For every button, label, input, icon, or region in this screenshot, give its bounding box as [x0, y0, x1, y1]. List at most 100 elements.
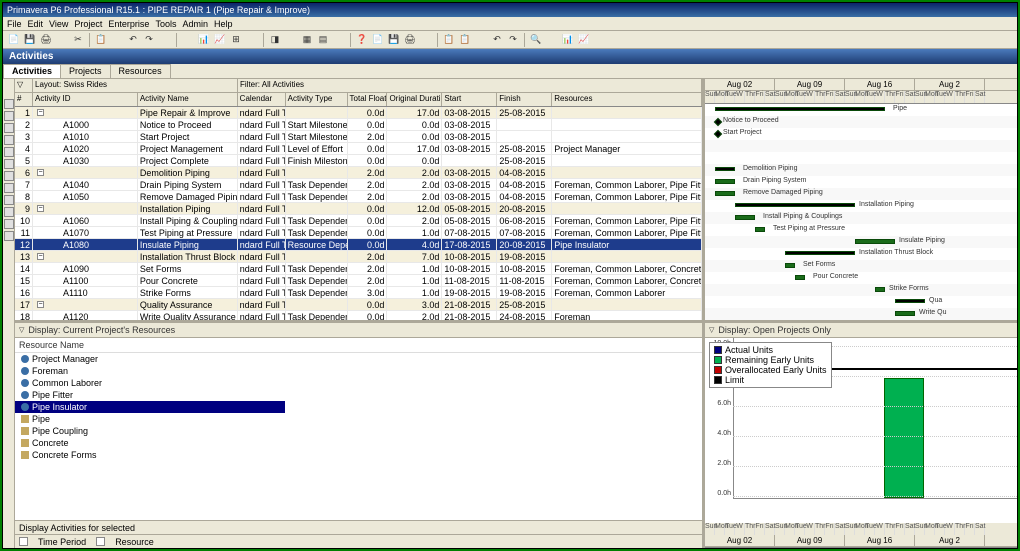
left-btn-8[interactable]	[4, 195, 14, 205]
menu-file[interactable]: File	[7, 19, 22, 29]
left-btn-7[interactable]	[4, 183, 14, 193]
tab-activities[interactable]: Activities	[3, 64, 61, 78]
gantt-bar[interactable]	[875, 287, 885, 292]
gantt-bar[interactable]	[715, 179, 735, 184]
gantt-bar[interactable]	[715, 167, 735, 171]
tab-resources[interactable]: Resources	[110, 64, 171, 78]
chart-toggle[interactable]: ▽	[709, 326, 714, 334]
left-btn-1[interactable]	[4, 111, 14, 121]
toolbar-btn-24[interactable]: ❓	[355, 33, 369, 47]
col-header-dur[interactable]: Original Duration	[387, 93, 442, 106]
activity-row[interactable]: 3A1010Start Projectndard Full TimeStart …	[15, 131, 702, 143]
activity-row[interactable]: 8A1050Remove Damaged Pipingndard Full Ti…	[15, 191, 702, 203]
toolbar-btn-26[interactable]: 💾	[387, 33, 401, 47]
activity-row[interactable]: 7A1040Drain Piping Systemndard Full Time…	[15, 179, 702, 191]
expand-icon[interactable]: −	[37, 301, 44, 308]
toolbar-btn-10[interactable]	[158, 33, 172, 47]
toolbar-btn-20[interactable]: ▦	[300, 33, 314, 47]
toolbar-btn-39[interactable]: 📈	[577, 33, 591, 47]
toolbar-btn-30[interactable]: 📋	[442, 33, 456, 47]
activity-row[interactable]: 18A1120Write Quality Assurance Reportnda…	[15, 311, 702, 320]
toolbar-btn-3[interactable]	[55, 33, 69, 47]
toolbar-btn-12[interactable]	[181, 33, 195, 47]
left-btn-4[interactable]	[4, 147, 14, 157]
activity-row[interactable]: 15A1100Pour Concretendard Full TimeTask …	[15, 275, 702, 287]
activity-row[interactable]: 2A1000Notice to Proceedndard Full TimeSt…	[15, 119, 702, 131]
gantt-bar[interactable]	[895, 311, 915, 316]
gantt-bar[interactable]	[715, 107, 885, 111]
toolbar-btn-33[interactable]: ↶	[490, 33, 504, 47]
menu-view[interactable]: View	[49, 19, 68, 29]
activity-row[interactable]: 17−Quality Assurancendard Full Time0.0d3…	[15, 299, 702, 311]
left-btn-0[interactable]	[4, 99, 14, 109]
gantt-bar[interactable]	[715, 191, 735, 196]
resource-item[interactable]: Common Laborer	[15, 377, 702, 389]
toolbar-btn-6[interactable]: 📋	[94, 33, 108, 47]
gantt-bar[interactable]	[735, 203, 855, 207]
resource-item[interactable]: Pipe Fitter	[15, 389, 702, 401]
left-btn-6[interactable]	[4, 171, 14, 181]
expand-icon[interactable]: −	[37, 205, 44, 212]
gantt-bar[interactable]	[795, 275, 805, 280]
gantt-bar[interactable]	[755, 227, 765, 232]
expand-icon[interactable]: −	[37, 169, 44, 176]
gantt-bar[interactable]	[855, 239, 895, 244]
toolbar-btn-15[interactable]: ⊞	[229, 33, 243, 47]
menu-edit[interactable]: Edit	[28, 19, 44, 29]
resource-item[interactable]: Concrete Forms	[15, 449, 702, 461]
toolbar-btn-0[interactable]: 📄	[7, 33, 21, 47]
toolbar-btn-32[interactable]	[474, 33, 488, 47]
toolbar-btn-34[interactable]: ↷	[506, 33, 520, 47]
activity-row[interactable]: 10A1060Install Piping & Couplingsndard F…	[15, 215, 702, 227]
activity-row[interactable]: 13−Installation Thrust Blockndard Full T…	[15, 251, 702, 263]
toolbar-btn-13[interactable]: 📊	[197, 33, 211, 47]
col-header-type[interactable]: Activity Type	[286, 93, 348, 106]
gantt-bar[interactable]	[714, 118, 722, 126]
resource-item[interactable]: Pipe Coupling	[15, 425, 702, 437]
toolbar-btn-38[interactable]: 📊	[561, 33, 575, 47]
tab-projects[interactable]: Projects	[60, 64, 111, 78]
activity-row[interactable]: 1−Pipe Repair & Improvendard Full Time0.…	[15, 107, 702, 119]
resource-item[interactable]: Foreman	[15, 365, 702, 377]
gantt-bar[interactable]	[895, 299, 925, 303]
toolbar-btn-31[interactable]: 📋	[458, 33, 472, 47]
toolbar-btn-1[interactable]: 💾	[23, 33, 37, 47]
time-period-checkbox[interactable]	[19, 537, 28, 546]
activity-row[interactable]: 12A1080Insulate Pipingndard Full TimeRes…	[15, 239, 702, 251]
activity-row[interactable]: 9−Installation Pipingndard Full Time0.0d…	[15, 203, 702, 215]
toolbar-btn-37[interactable]	[545, 33, 559, 47]
menu-project[interactable]: Project	[74, 19, 102, 29]
left-btn-5[interactable]	[4, 159, 14, 169]
toolbar-btn-22[interactable]	[332, 33, 346, 47]
left-btn-9[interactable]	[4, 207, 14, 217]
toolbar-btn-14[interactable]: 📈	[213, 33, 227, 47]
toolbar-btn-8[interactable]: ↶	[126, 33, 140, 47]
toolbar-btn-18[interactable]: ◨	[268, 33, 282, 47]
gantt-bar[interactable]	[785, 251, 855, 255]
panel-toggle[interactable]: ▽	[19, 326, 24, 334]
toolbar-btn-21[interactable]: ▤	[316, 33, 330, 47]
col-header-name[interactable]: Activity Name	[138, 93, 238, 106]
toolbar-btn-25[interactable]: 📄	[371, 33, 385, 47]
resource-item[interactable]: Concrete	[15, 437, 702, 449]
menu-help[interactable]: Help	[214, 19, 233, 29]
toolbar-btn-7[interactable]	[110, 33, 124, 47]
activity-row[interactable]: 4A1020Project Managementndard Full TimeL…	[15, 143, 702, 155]
toolbar-btn-2[interactable]: 🖨	[39, 33, 53, 47]
resource-item[interactable]: Pipe	[15, 413, 702, 425]
expand-icon[interactable]: −	[37, 109, 44, 116]
activity-row[interactable]: 5A1030Project Completendard Full TimeFin…	[15, 155, 702, 167]
toolbar-btn-36[interactable]: 🔍	[529, 33, 543, 47]
toolbar-btn-27[interactable]: 🖨	[403, 33, 417, 47]
col-header-cal[interactable]: Calendar	[238, 93, 286, 106]
gantt-bar[interactable]	[714, 130, 722, 138]
menu-admin[interactable]: Admin	[182, 19, 208, 29]
activity-row[interactable]: 16A1110Strike Formsndard Full TimeTask D…	[15, 287, 702, 299]
left-btn-10[interactable]	[4, 219, 14, 229]
col-header-id[interactable]: Activity ID	[33, 93, 138, 106]
gantt-bar[interactable]	[785, 263, 795, 268]
resource-item[interactable]: Pipe Insulator	[15, 401, 285, 413]
activity-row[interactable]: 14A1090Set Formsndard Full TimeTask Depe…	[15, 263, 702, 275]
expand-icon[interactable]: −	[37, 253, 44, 260]
col-header-start[interactable]: Start	[442, 93, 497, 106]
